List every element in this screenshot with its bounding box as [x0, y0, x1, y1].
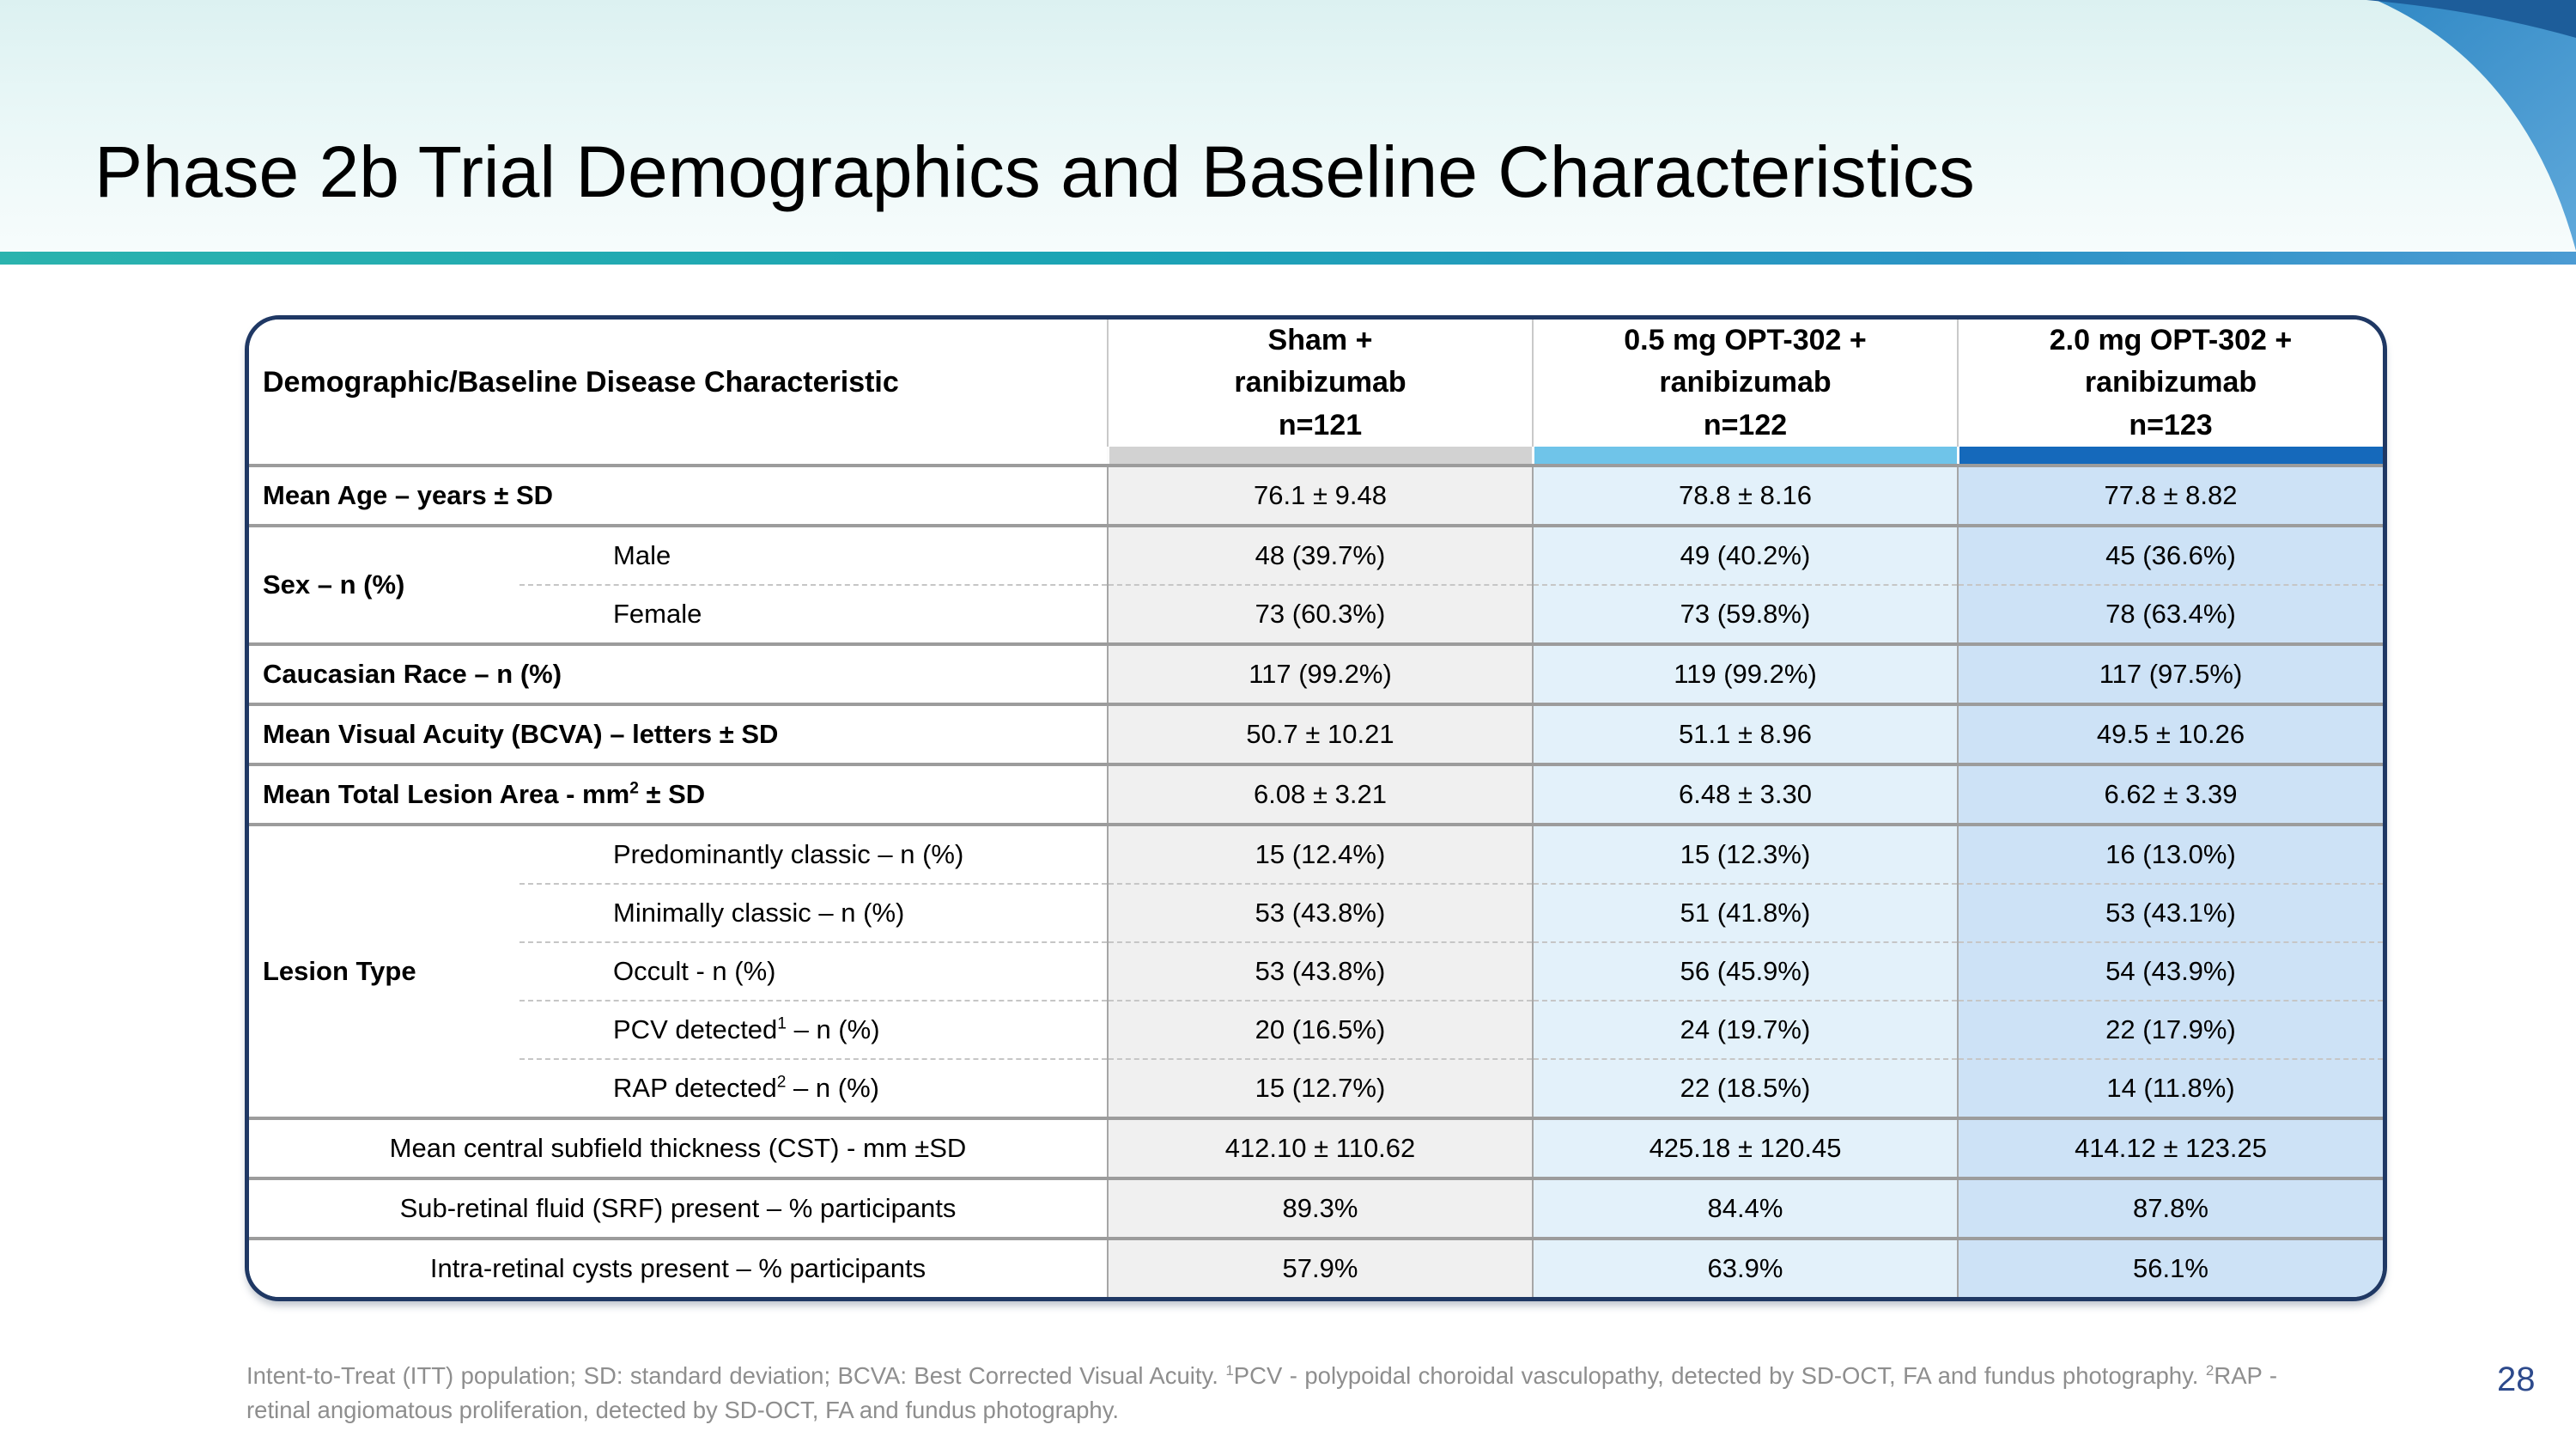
row-label: Caucasian Race – n (%) [249, 642, 1108, 704]
header-col-0-5mg: 0.5 mg OPT-302 + ranibizumab n=122 [1532, 320, 1958, 447]
table-cell: 73 (60.3%) [1107, 583, 1533, 644]
table-cell: 73 (59.8%) [1532, 583, 1958, 644]
row-label: Mean Visual Acuity (BCVA) – letters ± SD [249, 702, 1108, 764]
table-row: Female 73 (60.3%) 73 (59.8%) 78 (63.4%) [249, 583, 2383, 644]
table-header-row: Demographic/Baseline Disease Characteris… [249, 320, 2383, 447]
table-cell: 14 (11.8%) [1957, 1057, 2383, 1118]
slide-background-gradient [0, 0, 2576, 252]
accent-bar-0-5mg [1531, 446, 1958, 466]
row-sublabel: PCV detected1 – n (%) [519, 999, 1108, 1059]
corner-swoosh-graphic [2366, 0, 2576, 251]
row-sublabel: Minimally classic – n (%) [519, 882, 1108, 942]
row-sublabel: Predominantly classic – n (%) [519, 822, 1108, 884]
demographics-table: Demographic/Baseline Disease Characteris… [245, 315, 2387, 1301]
table-cell: 56 (45.9%) [1532, 941, 1958, 1001]
table-row: RAP detected2 – n (%) 15 (12.7%) 22 (18.5%… [249, 1057, 2383, 1118]
row-group-label: Sex – n (%) [249, 523, 519, 644]
table-cell: 15 (12.3%) [1532, 822, 1958, 884]
table-cell: 412.10 ± 110.62 [1107, 1116, 1533, 1178]
table-cell: 20 (16.5%) [1107, 999, 1533, 1059]
table-cell: 15 (12.7%) [1107, 1057, 1533, 1118]
table-cell: 78 (63.4%) [1957, 583, 2383, 644]
table-cell: 84.4% [1532, 1176, 1958, 1239]
header-col-2-0mg: 2.0 mg OPT-302 + ranibizumab n=123 [1957, 320, 2383, 447]
row-sublabel: Male [519, 523, 1108, 585]
table-cell: 414.12 ± 123.25 [1957, 1116, 2383, 1178]
row-label: Sub-retinal fluid (SRF) present – % part… [249, 1176, 1108, 1239]
table-cell: 119 (99.2%) [1532, 642, 1958, 704]
table-cell: 76.1 ± 9.48 [1107, 463, 1533, 526]
demographics-table-grid: Demographic/Baseline Disease Characteris… [249, 320, 2383, 1297]
row-label: Mean Age – years ± SD [249, 463, 1108, 526]
corner-wedge-shape [2376, 0, 2576, 251]
table-cell: 15 (12.4%) [1107, 822, 1533, 884]
table-cell: 53 (43.8%) [1107, 941, 1533, 1001]
table-cell: 49.5 ± 10.26 [1957, 702, 2383, 764]
table-cell: 425.18 ± 120.45 [1532, 1116, 1958, 1178]
accent-bar-2-0mg [1956, 446, 2383, 466]
row-label: Mean central subfield thickness (CST) - … [249, 1116, 1108, 1178]
title-divider-bar [0, 252, 2576, 265]
table-cell: 63.9% [1532, 1236, 1958, 1297]
table-cell: 53 (43.8%) [1107, 882, 1533, 942]
table-cell: 78.8 ± 8.16 [1532, 463, 1958, 526]
row-sublabel: Occult - n (%) [519, 941, 1108, 1001]
table-cell: 45 (36.6%) [1957, 523, 2383, 585]
table-cell: 56.1% [1957, 1236, 2383, 1297]
row-sublabel: Female [519, 583, 1108, 644]
table-row: PCV detected1 – n (%) 20 (16.5%) 24 (19.7%… [249, 999, 2383, 1059]
table-row: Intra-retinal cysts present – % particip… [249, 1236, 2383, 1297]
table-cell: 51.1 ± 8.96 [1532, 702, 1958, 764]
row-sublabel: RAP detected2 – n (%) [519, 1057, 1108, 1118]
page-number: 28 [2497, 1361, 2536, 1398]
corner-sliver-shape [2366, 0, 2576, 38]
table-row: Caucasian Race – n (%) 117 (99.2%) 119 (99… [249, 642, 2383, 704]
accent-bar-sham [1106, 446, 1533, 466]
header-col-sham: Sham + ranibizumab n=121 [1107, 320, 1533, 447]
table-cell: 6.48 ± 3.30 [1532, 762, 1958, 825]
footnote-text: Intent-to-Treat (ITT) population; SD: st… [246, 1361, 2277, 1423]
header-accent-bar-row [249, 446, 2383, 466]
table-cell: 48 (39.7%) [1107, 523, 1533, 585]
table-cell: 53 (43.1%) [1957, 882, 2383, 942]
table-row: Mean central subfield thickness (CST) - … [249, 1116, 2383, 1178]
table-cell: 6.62 ± 3.39 [1957, 762, 2383, 825]
table-cell: 77.8 ± 8.82 [1957, 463, 2383, 526]
accent-bar-spacer [249, 446, 1108, 466]
table-cell: 89.3% [1107, 1176, 1533, 1239]
table-cell: 22 (18.5%) [1532, 1057, 1958, 1118]
table-row: Lesion Type Predominantly classic – n (%)… [249, 822, 2383, 1118]
header-characteristic: Demographic/Baseline Disease Characteris… [249, 320, 1108, 447]
row-group-label: Lesion Type [249, 822, 519, 1118]
table-cell: 50.7 ± 10.21 [1107, 702, 1533, 764]
table-row: Mean Age – years ± SD 76.1 ± 9.48 78.8 ± 8… [249, 463, 2383, 526]
table-cell: 22 (17.9%) [1957, 999, 2383, 1059]
row-label: Mean Total Lesion Area - mm2 ± SD [249, 762, 1108, 825]
table-cell: 87.8% [1957, 1176, 2383, 1239]
table-cell: 57.9% [1107, 1236, 1533, 1297]
table-row: Occult - n (%) 53 (43.8%) 56 (45.9%) 54 (43… [249, 941, 2383, 1001]
table-cell: 24 (19.7%) [1532, 999, 1958, 1059]
table-row: Mean Visual Acuity (BCVA) – letters ± SD… [249, 702, 2383, 764]
table-row: Minimally classic – n (%) 53 (43.8%) 51 (4… [249, 882, 2383, 942]
table-cell: 117 (99.2%) [1107, 642, 1533, 704]
page-title: Phase 2b Trial Demographics and Baseline… [94, 131, 1975, 212]
table-cell: 51 (41.8%) [1532, 882, 1958, 942]
table-cell: 49 (40.2%) [1532, 523, 1958, 585]
table-row: Sub-retinal fluid (SRF) present – % part… [249, 1176, 2383, 1239]
table-cell: 54 (43.9%) [1957, 941, 2383, 1001]
row-label: Intra-retinal cysts present – % particip… [249, 1236, 1108, 1297]
table-cell: 16 (13.0%) [1957, 822, 2383, 884]
table-cell: 6.08 ± 3.21 [1107, 762, 1533, 825]
table-row: Mean Total Lesion Area - mm2 ± SD 6.08 ± … [249, 762, 2383, 825]
table-cell: 117 (97.5%) [1957, 642, 2383, 704]
table-row: Sex – n (%) Male 48 (39.7%) 49 (40.2%) 45 (3… [249, 523, 2383, 644]
